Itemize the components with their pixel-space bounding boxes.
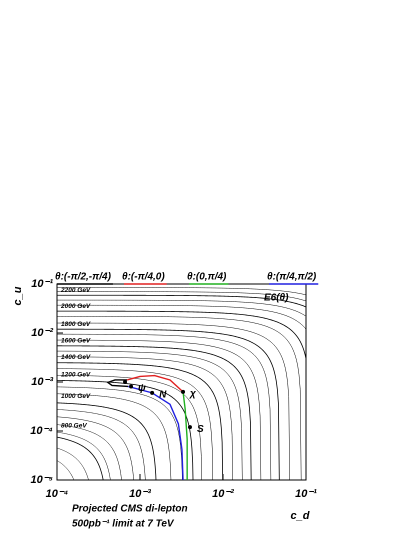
point-label: ψ xyxy=(138,383,146,394)
model-point xyxy=(123,380,128,384)
contour-line xyxy=(57,339,262,480)
contour-line xyxy=(57,424,122,480)
theory-curve xyxy=(182,391,188,480)
series-group xyxy=(106,374,188,480)
x-tick-label: 10⁻² xyxy=(212,488,234,500)
model-point xyxy=(181,389,186,394)
y-tick-label: 10⁻³ xyxy=(31,376,53,388)
model-point xyxy=(187,425,192,430)
contour-label: 1400 GeV xyxy=(61,354,91,361)
contour-line xyxy=(57,409,146,480)
contour-line xyxy=(57,436,104,480)
contour-label: 2200 GeV xyxy=(60,287,91,294)
contour-label: 800 GeV xyxy=(61,423,87,430)
y-tick-label: 10⁻² xyxy=(31,327,53,339)
y-tick-label: 10⁻⁵ xyxy=(30,474,53,486)
contour-line xyxy=(57,322,290,480)
contour-line xyxy=(57,362,224,480)
contour-line xyxy=(57,460,75,480)
contour-line xyxy=(57,393,172,480)
contour-line xyxy=(57,350,243,480)
contour-line xyxy=(57,287,306,296)
contour-line xyxy=(57,374,202,480)
x-tick-label: 10⁻¹ xyxy=(295,488,317,500)
contour-line xyxy=(57,416,134,480)
contour-line xyxy=(57,299,306,317)
contour-line xyxy=(57,386,183,480)
footnote: Projected CMS di-lepton xyxy=(72,504,188,515)
contour-line xyxy=(57,304,306,330)
contour-label: 1600 GeV xyxy=(61,337,91,344)
model-point xyxy=(150,390,155,395)
annotation: E6(θ) xyxy=(264,293,289,304)
contour-label: 1800 GeV xyxy=(61,321,91,328)
legend-label: θ:(-π/2,-π/4) xyxy=(55,272,112,283)
x-axis-title: c_d xyxy=(291,510,310,522)
contour-line xyxy=(57,356,233,480)
contour-line xyxy=(57,294,306,308)
contour-line xyxy=(57,315,302,480)
legend-label: θ:(0,π/4) xyxy=(187,272,227,283)
contour-line xyxy=(57,431,111,480)
legend-label: θ:(π/4,π/2) xyxy=(267,272,317,283)
point-label: S xyxy=(197,424,204,435)
contour-line xyxy=(57,328,280,480)
contour-line xyxy=(57,345,252,480)
contour-label: 2000 GeV xyxy=(60,303,91,310)
contour-line xyxy=(16,494,34,505)
point-label: N xyxy=(159,390,167,401)
model-point xyxy=(129,384,134,389)
contour-label: 1000 GeV xyxy=(61,393,91,400)
y-tick-label: 10⁻⁴ xyxy=(30,425,53,437)
contour-line xyxy=(57,310,306,361)
legend-label: θ:(-π/4,0) xyxy=(122,272,165,283)
theory-curve xyxy=(127,385,184,480)
footnote: 500pb⁻¹ limit at 7 TeV xyxy=(72,519,175,530)
y-axis-title: c_u xyxy=(12,286,24,305)
contour-line xyxy=(57,402,157,480)
point-label: χ xyxy=(189,388,196,399)
x-tick-label: 10⁻³ xyxy=(129,488,151,500)
theory-curve xyxy=(106,379,129,388)
contour-label: 1200 GeV xyxy=(61,372,91,379)
contour-line xyxy=(57,447,89,480)
contour-line xyxy=(57,333,272,480)
y-tick-label: 10⁻¹ xyxy=(31,278,53,290)
contour-line xyxy=(57,380,194,480)
contour-line xyxy=(57,368,214,480)
contour-line xyxy=(57,291,306,302)
contour-group xyxy=(16,287,306,505)
theory-curve xyxy=(126,374,184,393)
x-tick-label: 10⁻⁴ xyxy=(46,488,69,500)
